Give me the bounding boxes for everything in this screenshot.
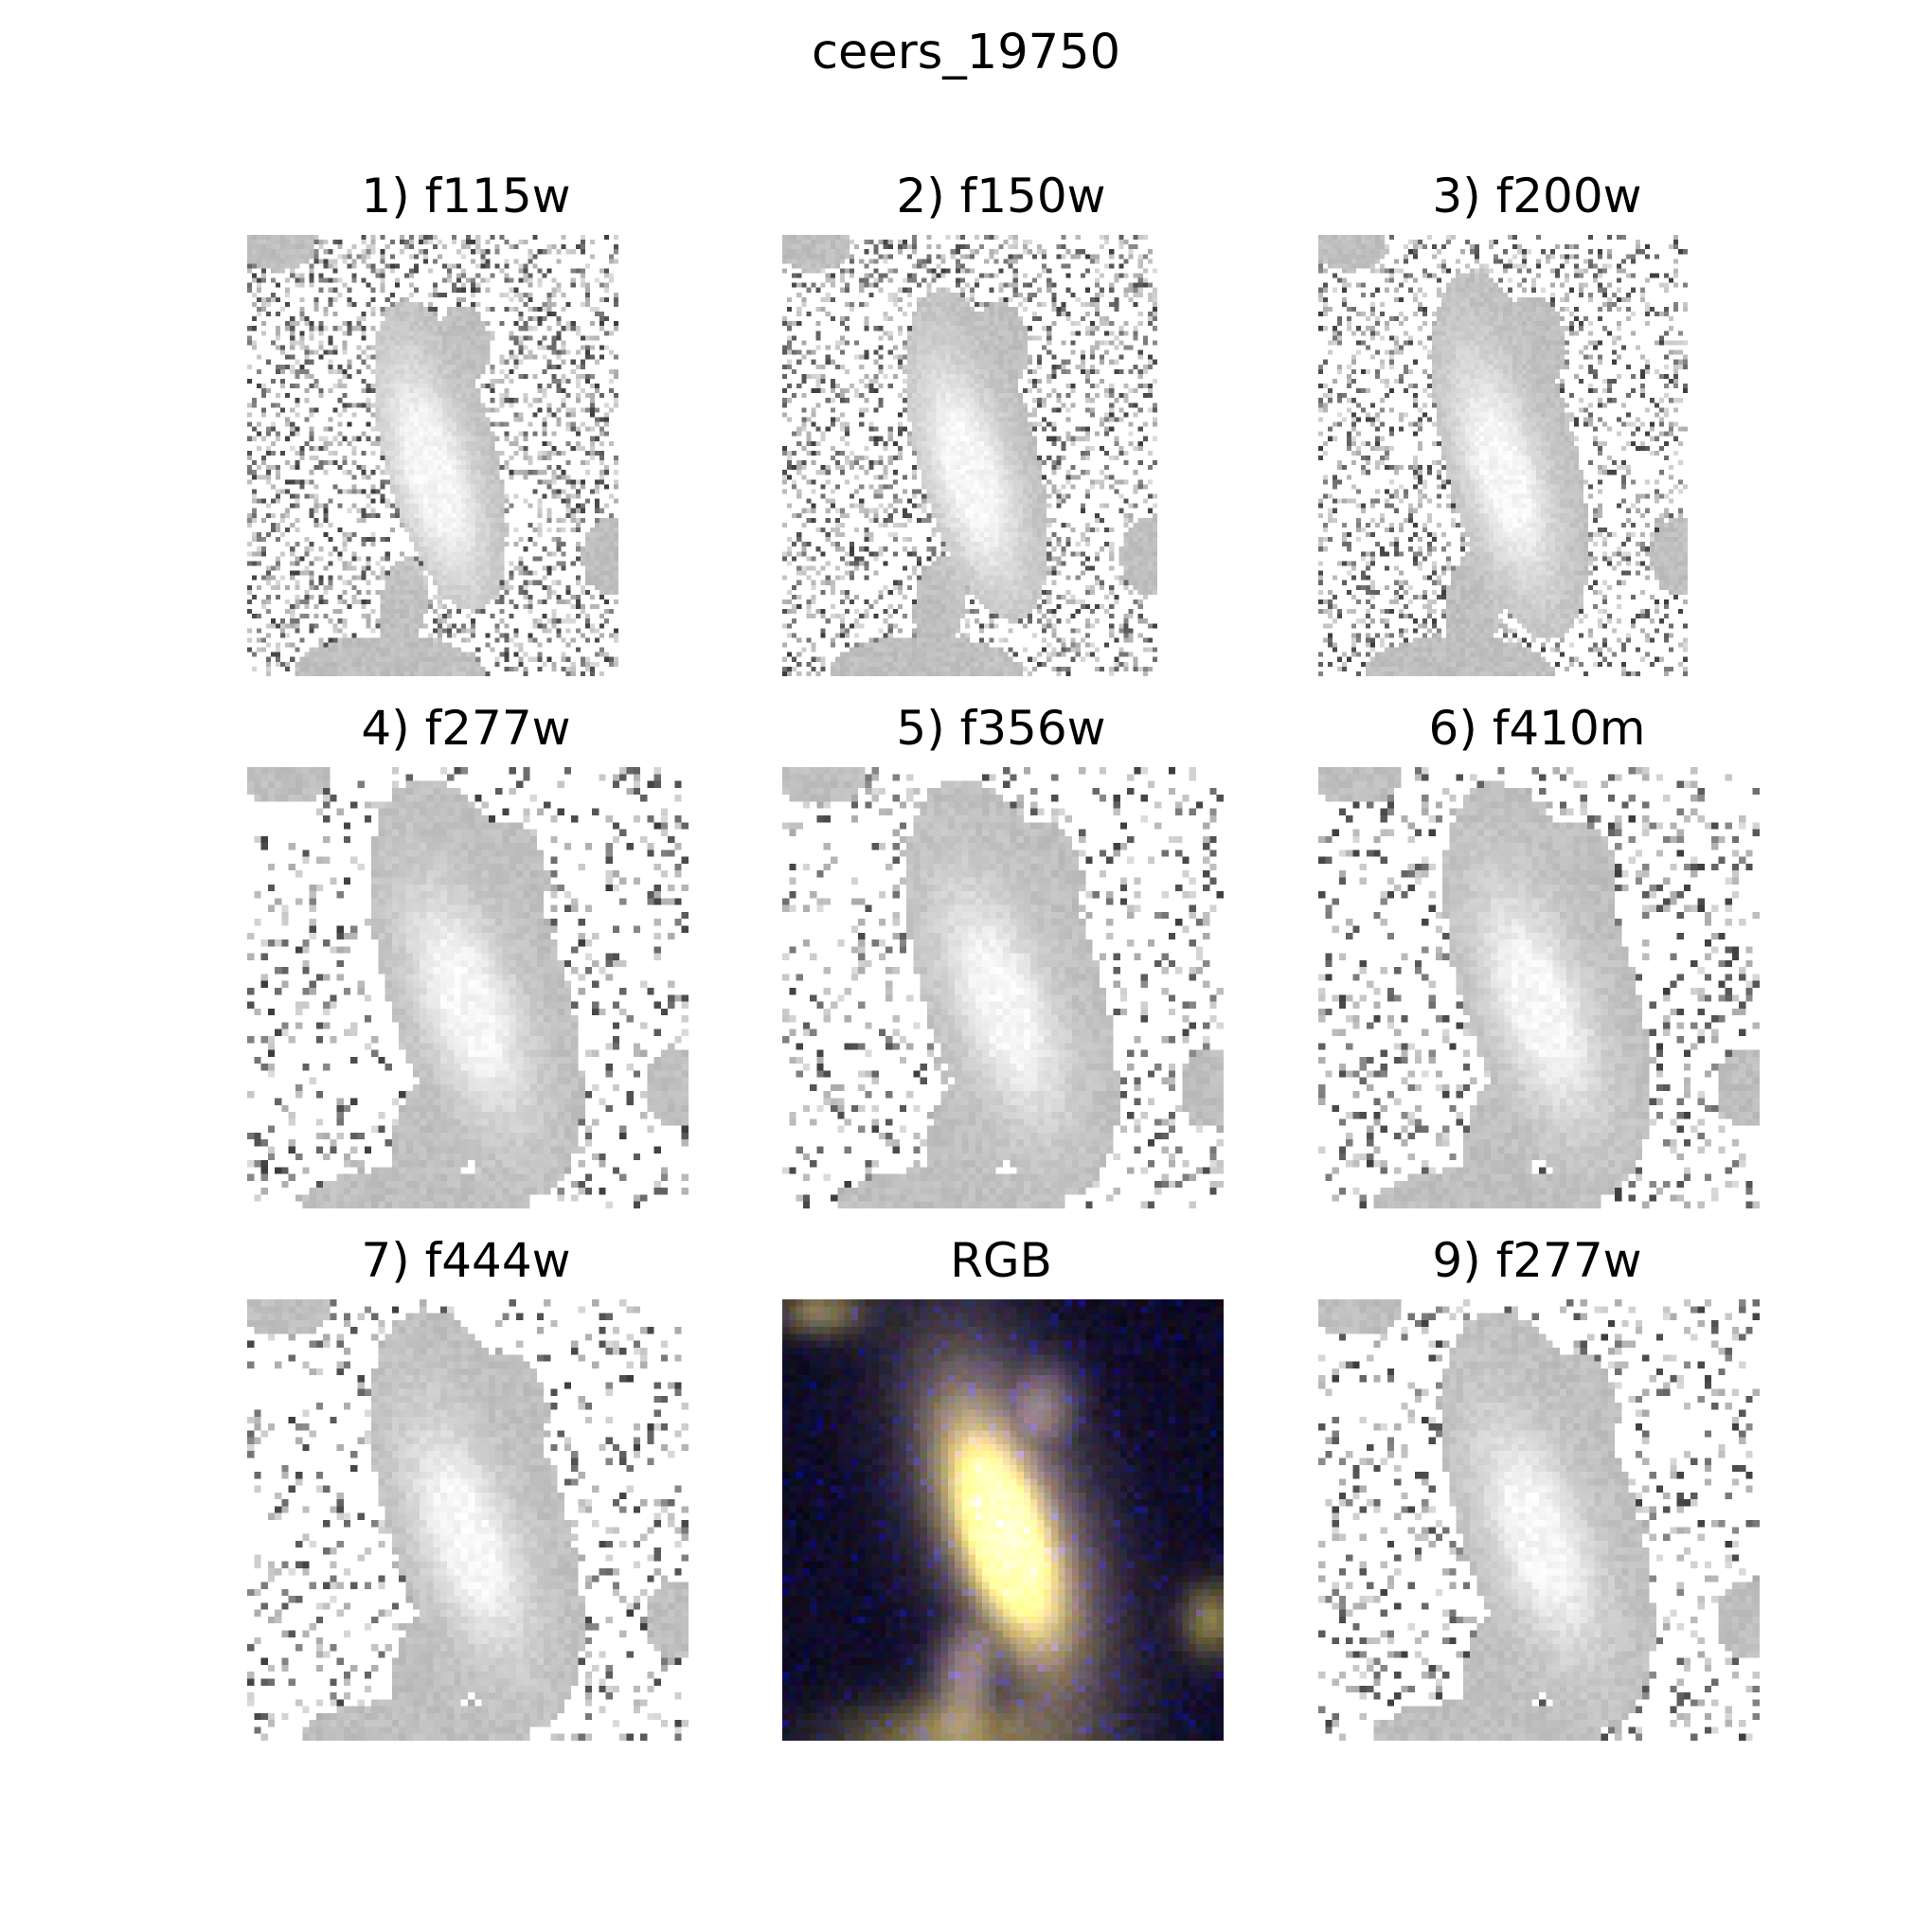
panel-title-5: 5) f356w (896, 701, 1106, 756)
panel-title-7: 7) f444w (361, 1233, 571, 1288)
cutout-image-f277w-repeat (1318, 1299, 1760, 1741)
cutout-image-f444w (247, 1299, 689, 1741)
panel-title-2: 2) f150w (896, 169, 1106, 224)
panel-title-9: 9) f277w (1432, 1233, 1642, 1288)
panel-title-1: 1) f115w (361, 169, 571, 224)
cutout-image-f277w (247, 767, 689, 1208)
panel-title-4: 4) f277w (361, 701, 571, 756)
cutout-image-f200w (1318, 235, 1688, 676)
figure-title: ceers_19750 (811, 25, 1121, 80)
panel-title-3: 3) f200w (1432, 169, 1642, 224)
cutout-image-rgb (782, 1299, 1224, 1741)
panel-title-8: RGB (950, 1233, 1052, 1288)
cutout-image-f410m (1318, 767, 1760, 1208)
cutout-image-f356w (782, 767, 1224, 1208)
cutout-image-f115w (247, 235, 618, 676)
cutout-image-f150w (782, 235, 1157, 676)
panel-title-6: 6) f410m (1428, 701, 1646, 756)
